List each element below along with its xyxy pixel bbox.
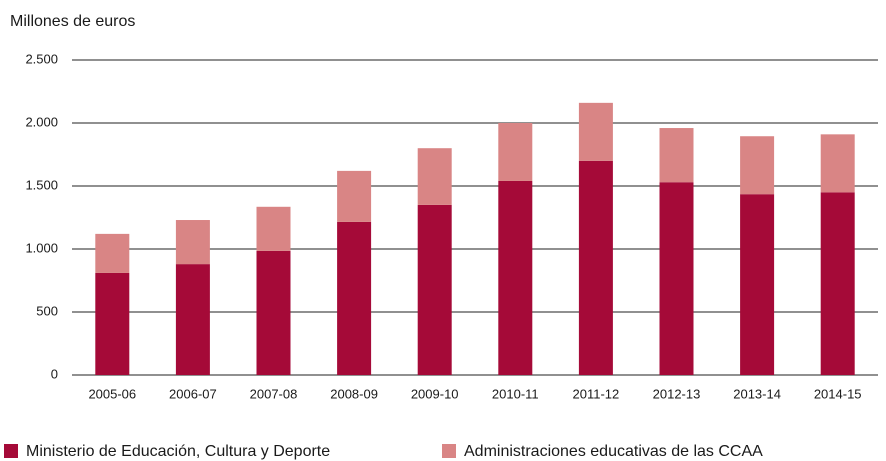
bar-segment — [417, 148, 452, 205]
legend-label: Administraciones educativas de las CCAA — [464, 443, 763, 460]
bar-segment — [740, 194, 775, 375]
bar-segment — [498, 180, 533, 375]
y-tick-label: 500 — [36, 303, 58, 318]
bar-segment — [175, 220, 210, 265]
bar-segment — [820, 134, 855, 193]
x-tick-label: 2008-09 — [330, 386, 378, 401]
bar-segment — [578, 160, 613, 375]
x-tick-label: 2009-10 — [411, 386, 459, 401]
bar-segment — [659, 128, 694, 183]
legend-swatch — [4, 444, 18, 458]
x-tick-label: 2014-15 — [814, 386, 862, 401]
y-tick-label: 1.000 — [25, 240, 58, 255]
y-tick-label: 1.500 — [25, 177, 58, 192]
bar-segment — [337, 170, 372, 222]
x-tick-label: 2010-11 — [492, 386, 539, 401]
x-tick-label: 2011-12 — [573, 386, 620, 401]
y-axis-label: Millones de euros — [10, 13, 135, 30]
y-tick-label: 2.000 — [25, 114, 58, 129]
bar-segment — [256, 250, 291, 375]
bar-segment — [417, 204, 452, 375]
x-tick-label: 2013-14 — [733, 386, 781, 401]
x-tick-label: 2006-07 — [169, 386, 217, 401]
bar-segment — [337, 221, 372, 375]
x-tick-label: 2012-13 — [653, 386, 701, 401]
legend-swatch — [442, 444, 456, 458]
legend-label: Ministerio de Educación, Cultura y Depor… — [26, 443, 330, 460]
bar-segment — [820, 192, 855, 375]
bar-segment — [95, 272, 130, 375]
bar-segment — [578, 102, 613, 161]
y-tick-label: 0 — [51, 366, 58, 381]
y-tick-label: 2.500 — [25, 51, 58, 66]
bar-segment — [95, 233, 130, 273]
bar-segment — [659, 182, 694, 375]
bar-segment — [498, 123, 533, 181]
x-tick-label: 2005-06 — [88, 386, 136, 401]
bar-segment — [256, 206, 291, 251]
bar-segment — [175, 264, 210, 375]
x-tick-label: 2007-08 — [250, 386, 298, 401]
bar-segment — [740, 136, 775, 195]
